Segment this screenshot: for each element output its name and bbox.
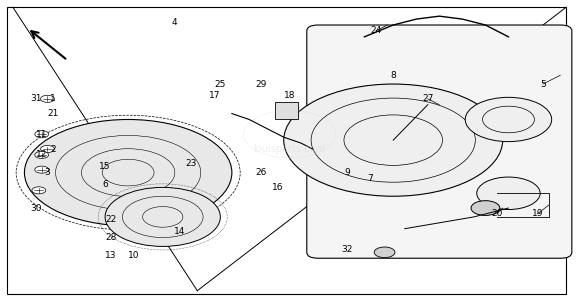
Text: 11: 11 — [36, 130, 47, 139]
Text: 21: 21 — [47, 109, 59, 118]
Text: 30: 30 — [30, 204, 42, 212]
Circle shape — [284, 84, 503, 196]
Circle shape — [24, 119, 232, 226]
Text: 29: 29 — [255, 80, 266, 89]
Text: 7: 7 — [367, 174, 373, 183]
Text: 20: 20 — [491, 209, 503, 218]
Circle shape — [32, 187, 46, 194]
Text: 16: 16 — [272, 183, 284, 192]
Text: 15: 15 — [100, 162, 111, 171]
Text: 1: 1 — [50, 94, 56, 103]
Text: 14: 14 — [174, 227, 186, 236]
Text: 23: 23 — [186, 159, 197, 168]
Text: 6: 6 — [102, 180, 108, 189]
Text: 18: 18 — [284, 91, 295, 100]
Text: 3: 3 — [45, 168, 50, 177]
Text: 27: 27 — [422, 94, 434, 103]
Circle shape — [35, 131, 49, 138]
Text: 24: 24 — [371, 27, 382, 35]
Circle shape — [41, 145, 54, 153]
Text: 9: 9 — [345, 168, 350, 177]
Text: 32: 32 — [342, 245, 353, 254]
Text: 31: 31 — [30, 94, 42, 103]
Circle shape — [374, 247, 395, 258]
Circle shape — [471, 201, 500, 215]
Text: 19: 19 — [532, 209, 543, 218]
Text: 28: 28 — [105, 233, 116, 242]
FancyBboxPatch shape — [307, 25, 572, 258]
Circle shape — [105, 187, 221, 246]
Circle shape — [35, 166, 49, 173]
Text: 8: 8 — [390, 71, 396, 80]
Circle shape — [41, 95, 54, 102]
Text: 4: 4 — [171, 18, 177, 27]
Text: 26: 26 — [255, 168, 266, 177]
Text: 22: 22 — [105, 215, 116, 224]
Text: 17: 17 — [209, 91, 221, 100]
Bar — [275, 102, 298, 119]
Text: louisparts.com: louisparts.com — [254, 144, 325, 154]
Text: 12: 12 — [36, 150, 47, 159]
Text: 5: 5 — [540, 80, 546, 89]
Circle shape — [477, 177, 540, 209]
Text: 13: 13 — [105, 251, 116, 260]
Text: 10: 10 — [128, 251, 140, 260]
Circle shape — [466, 97, 552, 142]
Text: 2: 2 — [50, 145, 56, 153]
Circle shape — [35, 151, 49, 159]
Text: 25: 25 — [215, 80, 226, 89]
